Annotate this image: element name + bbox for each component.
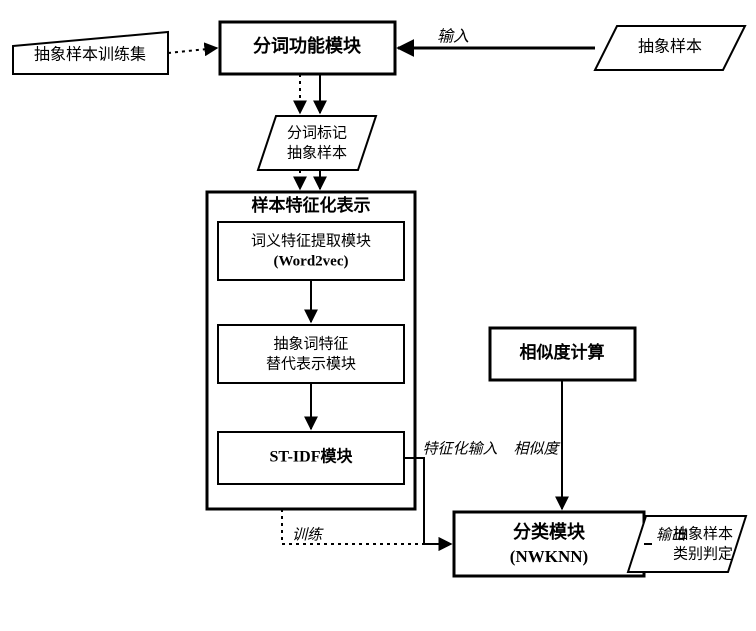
feat-title: 样本特征化表示 — [252, 195, 371, 215]
node-sub: 抽象词特征 替代表示模块 — [218, 325, 404, 383]
marked-l1: 分词标记 — [287, 124, 347, 141]
w2v-l2: (Word2vec) — [274, 253, 349, 269]
edge-label-train: 训练 — [292, 526, 324, 543]
edge-label-output: 输出 — [656, 526, 687, 543]
node-w2v: 词义特征提取模块 (Word2vec) — [218, 222, 404, 280]
edge-label-featinput: 特征化输入 — [422, 440, 497, 457]
seg-label: 分词功能模块 — [253, 35, 362, 56]
node-sim: 相似度计算 — [490, 328, 635, 380]
node-trainset: 抽象样本训练集 — [13, 32, 168, 74]
marked-l2: 抽象样本 — [287, 144, 347, 161]
node-marked: 分词标记 抽象样本 — [258, 116, 376, 170]
edge-label-sim: 相似度 — [513, 440, 560, 457]
sample-label: 抽象样本 — [638, 38, 702, 56]
node-seg: 分词功能模块 — [220, 22, 395, 74]
edge-label-input: 输入 — [437, 28, 469, 46]
sub-l1: 抽象词特征 — [273, 335, 348, 352]
edge-trainset-seg — [168, 48, 217, 53]
cls-l1: 分类模块 — [513, 521, 586, 542]
trainset-label: 抽象样本训练集 — [34, 46, 146, 64]
out-l2: 类别判定 — [673, 545, 733, 562]
node-cls: 分类模块 (NWKNN) — [454, 512, 644, 576]
node-sample: 抽象样本 — [595, 26, 745, 70]
node-stidf: ST-IDF模块 — [218, 432, 404, 484]
sub-l2: 替代表示模块 — [266, 355, 356, 372]
sim-label: 相似度计算 — [520, 342, 605, 362]
cls-l2: (NWKNN) — [510, 547, 588, 566]
flowchart-canvas: 抽象样本训练集 抽象样本 分词功能模块 分词标记 抽象样本 样本特征化表示 词义… — [0, 0, 756, 631]
w2v-l1: 词义特征提取模块 — [251, 232, 371, 249]
stidf-label: ST-IDF模块 — [270, 447, 354, 466]
